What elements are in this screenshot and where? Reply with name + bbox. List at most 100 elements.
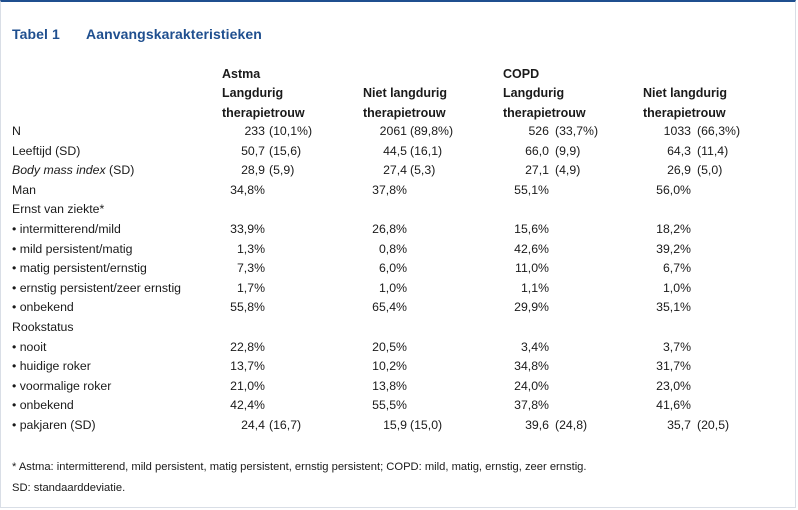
row-label: • matig persistent/ernstig bbox=[12, 259, 147, 279]
cell-value: 7,3% bbox=[236, 261, 265, 276]
cell-detail: (11,4) bbox=[697, 143, 729, 158]
cell-value: 20,5% bbox=[372, 339, 407, 354]
cell-value: 64,3 bbox=[667, 143, 691, 158]
cell-detail: (33,7%) bbox=[555, 124, 599, 138]
cell-value: 33,9% bbox=[230, 222, 265, 236]
cell-value: 6,7% bbox=[662, 261, 691, 276]
row-label-text: N bbox=[12, 124, 21, 138]
column-header-1: Langdurig therapietrouw bbox=[222, 83, 305, 123]
cell-detail: (20,5) bbox=[697, 418, 730, 432]
table-row: Man 34,8% 37,8% 55,1% 56,0% bbox=[0, 181, 798, 201]
row-label: • intermitterend/mild bbox=[12, 220, 121, 240]
table-number: Tabel 1 bbox=[12, 26, 60, 42]
cell-detail: (24,8) bbox=[555, 418, 588, 432]
cell-value: 37,8% bbox=[372, 182, 407, 197]
row-label-text: Rookstatus bbox=[12, 320, 74, 334]
row-label: • onbekend bbox=[12, 298, 74, 318]
cell-value: 21,0% bbox=[230, 378, 265, 393]
cell-value: 37,8% bbox=[514, 398, 549, 413]
row-label: Ernst van ziekte* bbox=[12, 200, 104, 220]
table-row: Body mass index (SD) 28,9 (5,9) 27,4 (5,3) 27… bbox=[0, 161, 798, 181]
column-header-3: Langdurig therapietrouw bbox=[503, 83, 586, 123]
table-row: • intermitterend/mild 33,9% 26,8% 15,6% 18,2… bbox=[0, 220, 798, 240]
cell-value: 55,8% bbox=[230, 300, 265, 315]
row-label: N bbox=[12, 122, 21, 142]
table-row: • nooit 22,8% 20,5% 3,4% 3,7% bbox=[0, 338, 798, 358]
cell-value: 29,9% bbox=[514, 300, 549, 315]
cell-detail: (89,8%) bbox=[410, 124, 454, 138]
column-header-line1: Langdurig bbox=[222, 86, 284, 100]
cell-value: 1,1% bbox=[520, 280, 549, 295]
cell-value: 26,8% bbox=[372, 222, 407, 236]
cell-detail: (5,0) bbox=[697, 163, 723, 178]
table-row: • mild persistent/matig 1,3% 0,8% 42,6% 39,2… bbox=[0, 240, 798, 260]
column-header-line2: therapietrouw bbox=[503, 106, 586, 120]
cell-value: 24,0% bbox=[514, 378, 549, 393]
cell-value: 24,4 bbox=[241, 418, 265, 432]
cell-value: 6,0% bbox=[378, 261, 407, 276]
cell-detail: (4,9) bbox=[555, 163, 581, 178]
row-label: • pakjaren (SD) bbox=[12, 416, 96, 436]
cell-detail: (66,3%) bbox=[697, 124, 741, 138]
row-label: Man bbox=[12, 181, 36, 201]
cell-detail: (15,0) bbox=[410, 418, 443, 432]
cell-value: 41,6% bbox=[656, 398, 691, 413]
row-label-text: • mild persistent/matig bbox=[12, 241, 133, 256]
row-label: • huidige roker bbox=[12, 357, 91, 377]
cell-value: 1033 bbox=[663, 124, 691, 138]
cell-value: 35,1% bbox=[656, 300, 691, 315]
table-row: • voormalige roker 21,0% 13,8% 24,0% 23,0% bbox=[0, 377, 798, 397]
cell-value: 27,4 bbox=[383, 163, 407, 178]
table-row: Leeftijd (SD) 50,7 (15,6) 44,5 (16,1) 66,0 (9,… bbox=[0, 142, 798, 162]
row-label-text: • ernstig persistent/zeer ernstig bbox=[12, 280, 182, 295]
cell-value: 11,0% bbox=[515, 261, 549, 276]
row-label-text: • nooit bbox=[12, 339, 47, 354]
row-label-text: • onbekend bbox=[12, 398, 74, 413]
cell-value: 66,0 bbox=[525, 143, 549, 158]
cell-value: 0,8% bbox=[378, 241, 407, 256]
cell-value: 65,4% bbox=[372, 300, 407, 315]
cell-value: 22,8% bbox=[230, 339, 265, 354]
cell-value: 55,1% bbox=[514, 182, 549, 197]
row-label: • ernstig persistent/zeer ernstig bbox=[12, 279, 181, 299]
row-label-text: • onbekend bbox=[12, 300, 74, 315]
cell-value: 50,7 bbox=[241, 143, 265, 158]
table-row: N 233 (10,1%) 2061 (89,8%) 526 (33,7%) 1033 (66,… bbox=[0, 122, 798, 142]
table-row: • ernstig persistent/zeer ernstig 1,7% 1,0… bbox=[0, 279, 798, 299]
row-label: • voormalige roker bbox=[12, 377, 111, 397]
cell-value: 28,9 bbox=[241, 163, 265, 178]
group-header-astma: Astma bbox=[222, 67, 261, 81]
column-header-4: Niet langdurig therapietrouw bbox=[643, 83, 727, 123]
row-label-text: Man bbox=[12, 182, 36, 197]
footnote-severity: * Astma: intermitterend, mild persistent… bbox=[12, 461, 587, 473]
cell-detail: (16,1) bbox=[410, 143, 443, 158]
cell-value: 10,2% bbox=[372, 359, 407, 374]
column-header-line2: therapietrouw bbox=[363, 106, 446, 120]
cell-value: 34,8% bbox=[230, 182, 265, 197]
cell-value: 15,6% bbox=[514, 222, 549, 236]
cell-value: 44,5 bbox=[383, 143, 407, 158]
cell-value: 1,7% bbox=[236, 280, 265, 295]
cell-value: 31,7% bbox=[656, 359, 691, 374]
row-label: • onbekend bbox=[12, 396, 74, 416]
cell-value: 42,4% bbox=[230, 398, 265, 413]
cell-value: 39,6 bbox=[525, 418, 549, 432]
row-label-text: Body mass index bbox=[12, 163, 106, 178]
cell-detail: (9,9) bbox=[555, 143, 581, 158]
row-label: • mild persistent/matig bbox=[12, 240, 132, 260]
cell-detail: (10,1%) bbox=[269, 124, 313, 138]
table-caption: Aanvangskarakteristieken bbox=[86, 26, 262, 42]
row-label-text: • matig persistent/ernstig bbox=[12, 261, 147, 276]
cell-detail: (15,6) bbox=[269, 143, 302, 158]
row-label-text: • voormalige roker bbox=[12, 378, 112, 393]
row-label: • nooit bbox=[12, 338, 46, 358]
cell-value: 42,6% bbox=[514, 241, 549, 256]
column-header-line2: therapietrouw bbox=[643, 106, 726, 120]
table-row: Ernst van ziekte* bbox=[0, 200, 798, 220]
cell-value: 526 bbox=[528, 124, 549, 138]
cell-value: 3,7% bbox=[662, 339, 691, 354]
row-label-text: • pakjaren (SD) bbox=[12, 418, 96, 432]
table-row: Rookstatus bbox=[0, 318, 798, 338]
table-row: • huidige roker 13,7% 10,2% 34,8% 31,7% bbox=[0, 357, 798, 377]
